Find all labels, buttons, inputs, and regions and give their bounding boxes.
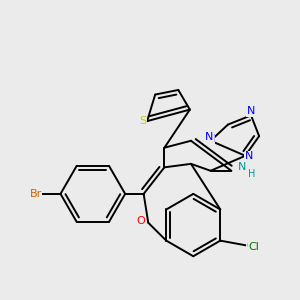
Text: Br: Br [30,189,42,199]
Text: N: N [245,152,254,161]
Text: O: O [136,216,145,226]
Text: S: S [140,116,146,126]
Text: Cl: Cl [248,242,260,251]
Text: N: N [247,106,255,116]
Text: H: H [248,169,255,178]
Text: N: N [238,162,246,172]
Text: O: O [136,216,145,226]
Text: N: N [244,152,253,163]
Text: S: S [140,116,146,126]
Text: N: N [239,162,248,172]
Text: N: N [248,107,256,117]
Text: N: N [206,134,215,144]
Text: H: H [249,167,257,178]
Text: Cl: Cl [247,241,258,251]
Text: N: N [205,132,213,142]
Text: Br: Br [30,189,42,199]
